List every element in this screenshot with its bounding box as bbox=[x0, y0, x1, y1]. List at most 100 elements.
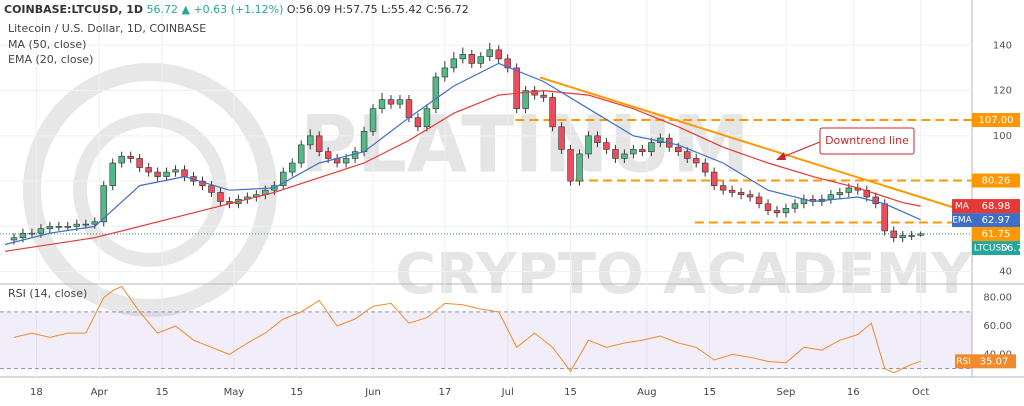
y-tick-label: 120 bbox=[993, 86, 1012, 97]
candle-body bbox=[890, 230, 897, 239]
x-tick-label: Aug bbox=[637, 387, 657, 398]
price-tag-value: 80.26 bbox=[982, 176, 1011, 187]
candle-body bbox=[459, 54, 467, 60]
price-tag-value: 107.00 bbox=[979, 115, 1014, 126]
candle-body bbox=[28, 232, 36, 235]
y-tick-label: 100 bbox=[993, 131, 1012, 142]
candle-body bbox=[181, 169, 188, 177]
candle-body bbox=[298, 144, 305, 164]
candle-body bbox=[791, 203, 799, 209]
candle-body bbox=[917, 233, 924, 236]
candle-body bbox=[773, 210, 781, 214]
candle-body bbox=[908, 235, 915, 237]
y-tick-label: 80.00 bbox=[983, 293, 1012, 304]
price-tag bbox=[1010, 241, 1020, 256]
price-tag-name: MA bbox=[955, 202, 970, 212]
candle-body bbox=[289, 162, 296, 173]
price-tag bbox=[952, 199, 972, 214]
y-tick-label: 40 bbox=[999, 267, 1012, 278]
x-tick-label: Apr bbox=[91, 387, 109, 398]
candle-body bbox=[836, 192, 844, 196]
candle-body bbox=[342, 158, 350, 164]
candle-body bbox=[845, 187, 853, 193]
candle-body bbox=[64, 226, 72, 228]
candle-body bbox=[612, 149, 619, 159]
candle-body bbox=[585, 135, 592, 155]
rsi-line bbox=[13, 285, 921, 374]
candle-body bbox=[55, 226, 63, 228]
candle-body bbox=[136, 158, 143, 168]
price-tag bbox=[972, 199, 1020, 214]
header-part: L:55.42 bbox=[381, 3, 422, 16]
candle-body bbox=[549, 97, 556, 128]
header-part: C:56.72 bbox=[426, 3, 469, 16]
trend-line bbox=[539, 76, 970, 214]
candle-body bbox=[163, 171, 170, 177]
candle-body bbox=[369, 108, 377, 132]
x-tick-label: Sep bbox=[777, 387, 796, 398]
header-part: 56.72 bbox=[147, 3, 179, 16]
candle-body bbox=[324, 151, 332, 159]
x-tick-label: 15 bbox=[564, 387, 577, 398]
candle-body bbox=[495, 49, 502, 60]
candle-body bbox=[728, 189, 736, 193]
price-tag-name: LTCUSD bbox=[974, 244, 1008, 254]
candle-body bbox=[10, 237, 18, 241]
candle-body bbox=[486, 49, 493, 57]
candle-body bbox=[46, 226, 54, 229]
x-tick-label: 15 bbox=[290, 387, 303, 398]
candle-body bbox=[692, 158, 700, 164]
candle-body bbox=[504, 58, 511, 69]
candle-body bbox=[378, 99, 386, 109]
candle-body bbox=[863, 189, 870, 198]
moving-average-line bbox=[4, 89, 921, 252]
indicator-legend: RSI (14, close) bbox=[8, 287, 87, 300]
annotation-box bbox=[819, 127, 915, 155]
watermark: PLATINUM CRYPTO ACADEMY bbox=[23, 63, 973, 317]
y-tick-label: 140 bbox=[993, 40, 1012, 51]
candle-body bbox=[387, 99, 395, 105]
x-tick-label: 16 bbox=[847, 387, 860, 398]
price-tag bbox=[952, 213, 972, 228]
candle-body bbox=[630, 149, 637, 155]
candle-body bbox=[118, 155, 125, 164]
x-tick-label: Jul bbox=[501, 387, 514, 398]
candle-body bbox=[684, 151, 691, 159]
candle-body bbox=[594, 135, 601, 143]
chart-title: Litecoin / U.S. Dollar, 1D, COINBASE bbox=[8, 22, 206, 35]
candle-body bbox=[872, 196, 879, 205]
candle-body bbox=[414, 117, 422, 128]
header: COINBASE:LTCUSD, 1D 56.72 ▲ +0.63 (+1.12… bbox=[4, 3, 469, 16]
candle-body bbox=[648, 142, 655, 152]
rsi-band bbox=[0, 311, 972, 369]
candle-body bbox=[755, 196, 763, 205]
candle-body bbox=[576, 153, 583, 182]
price-tag-value: 68.98 bbox=[982, 201, 1011, 212]
candle-body bbox=[764, 203, 772, 211]
price-tag-value: 56.72 bbox=[1001, 243, 1024, 254]
candle-body bbox=[513, 67, 520, 109]
candle-body bbox=[827, 194, 835, 200]
candle-body bbox=[477, 56, 484, 64]
candle-body bbox=[306, 135, 314, 146]
candle-body bbox=[782, 207, 790, 214]
annotation-arrow bbox=[779, 141, 821, 159]
x-tick-label: 15 bbox=[703, 387, 716, 398]
price-tag bbox=[972, 173, 1020, 188]
x-tick-label: Oct bbox=[912, 387, 929, 398]
price-tag bbox=[972, 227, 1020, 242]
header-part: H:57.75 bbox=[334, 3, 377, 16]
price-tag bbox=[972, 241, 1010, 256]
candle-body bbox=[360, 131, 368, 152]
price-tag bbox=[972, 354, 1016, 369]
candle-body bbox=[19, 232, 27, 239]
header-part: O:56.09 bbox=[287, 3, 331, 16]
candle-body bbox=[737, 192, 745, 196]
candle-body bbox=[145, 167, 152, 173]
candle-body bbox=[37, 228, 45, 234]
candle-body bbox=[450, 58, 458, 69]
candle-body bbox=[432, 76, 440, 109]
up-arrow: ▲ bbox=[182, 3, 191, 16]
candle-body bbox=[441, 67, 449, 78]
candle-body bbox=[396, 99, 404, 105]
